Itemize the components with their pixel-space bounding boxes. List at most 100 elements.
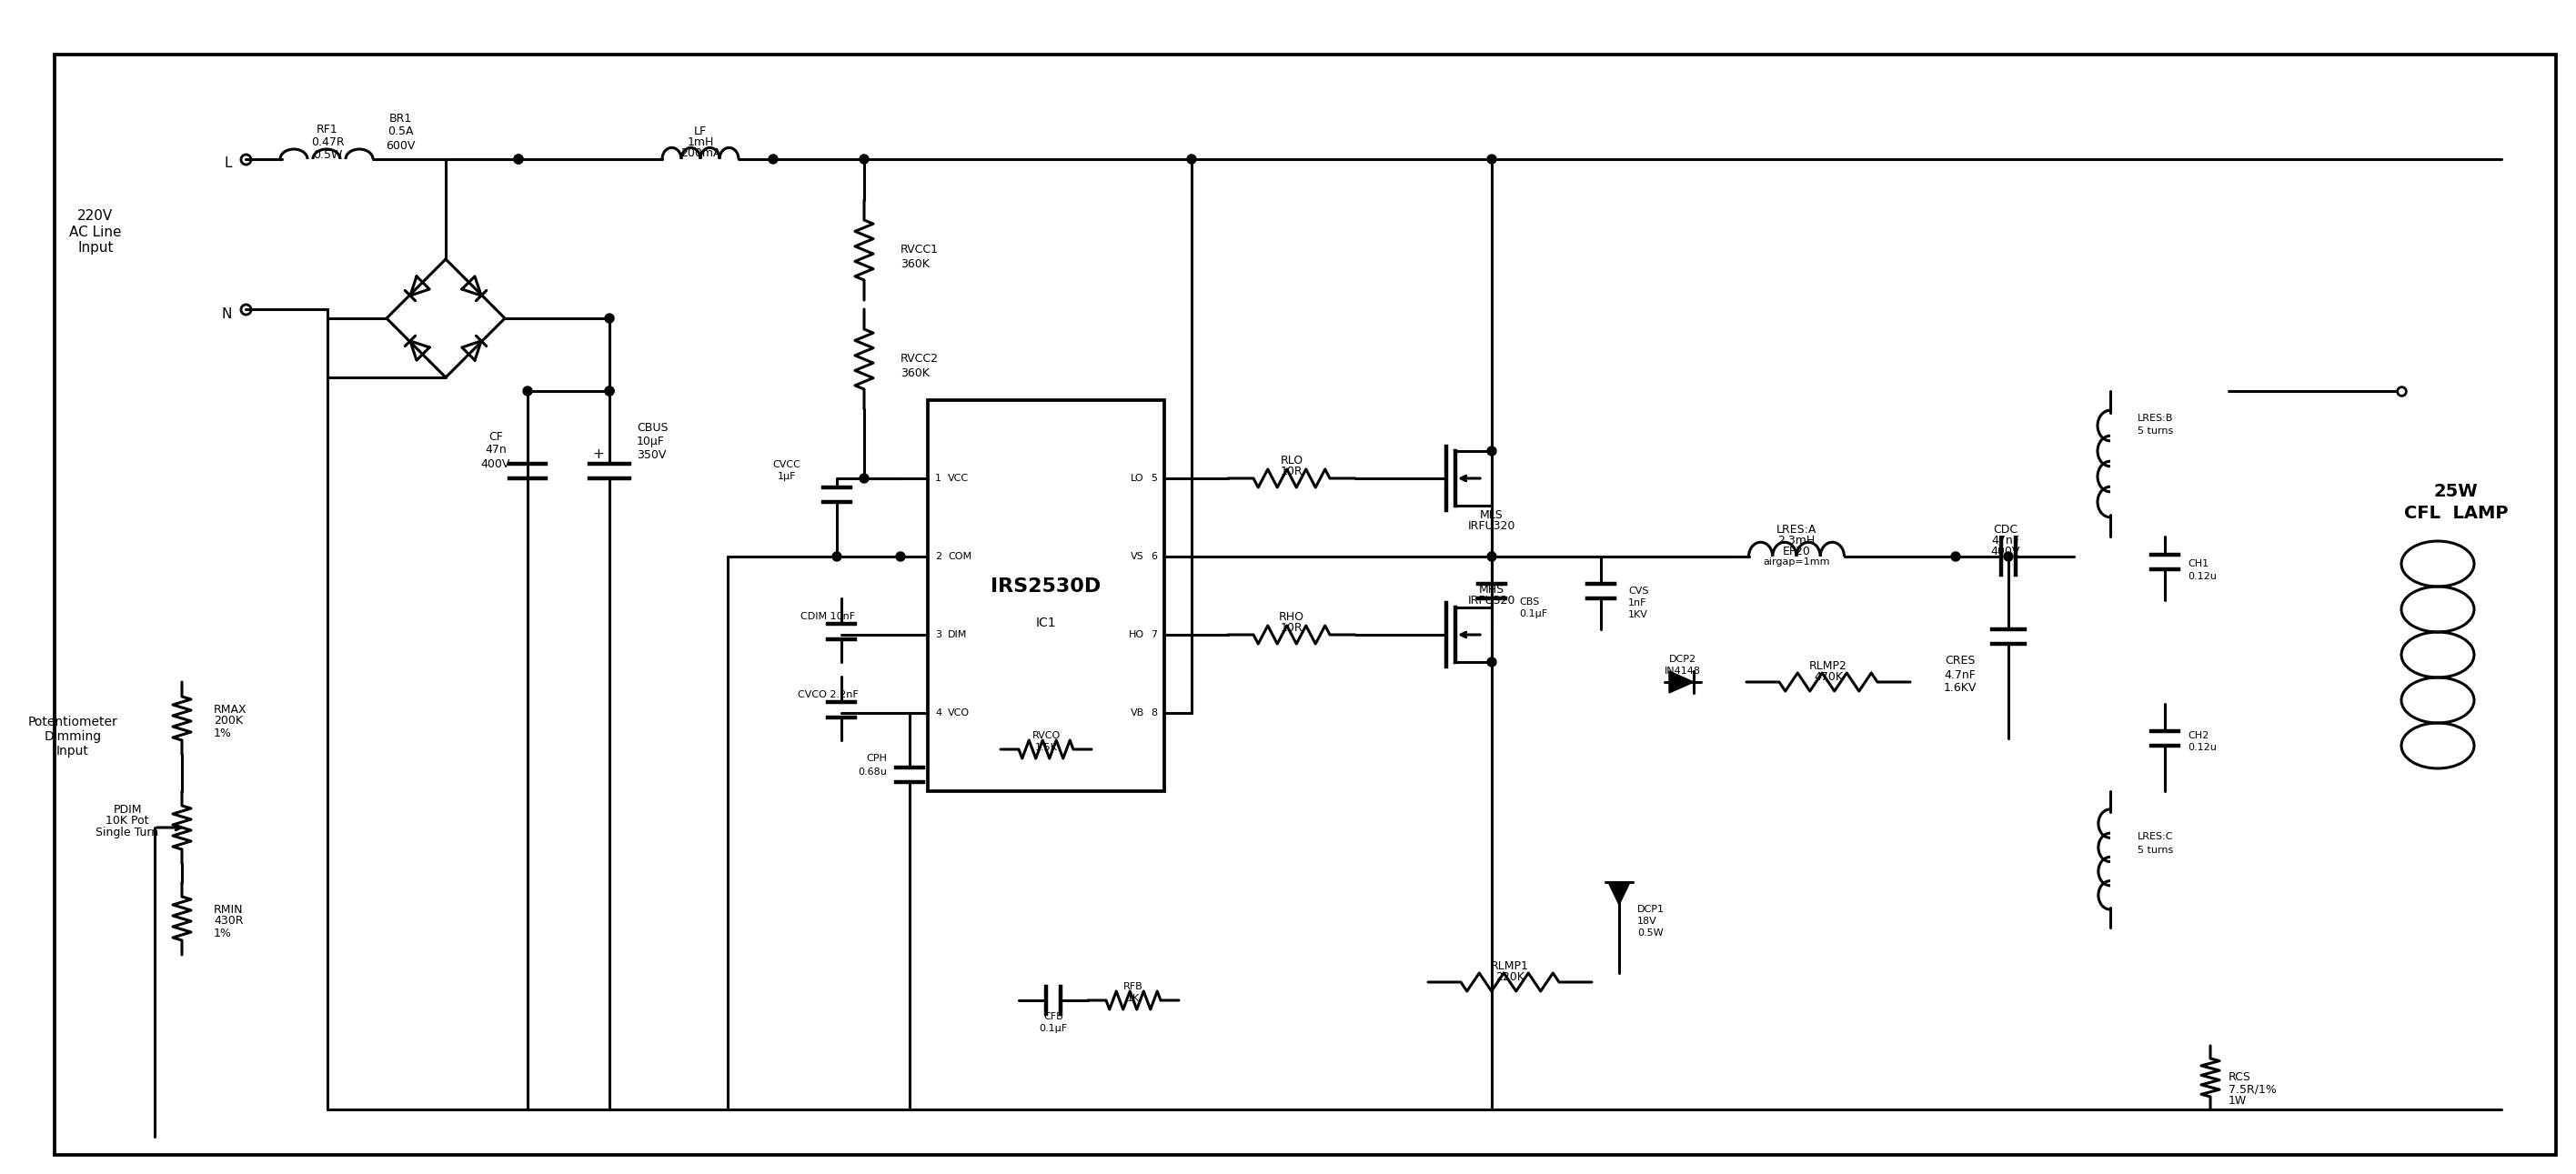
Text: VB: VB: [1131, 708, 1144, 717]
Text: 10µF: 10µF: [636, 436, 665, 447]
Text: LO: LO: [1131, 474, 1144, 483]
Text: 600V: 600V: [386, 140, 415, 151]
Text: 47n: 47n: [484, 444, 507, 456]
Circle shape: [860, 155, 868, 163]
Text: BR1: BR1: [389, 113, 412, 124]
Text: LRES:B: LRES:B: [2138, 413, 2174, 423]
Text: 1mH: 1mH: [688, 137, 714, 149]
Text: 360K: 360K: [902, 258, 930, 270]
Text: DIM: DIM: [948, 630, 966, 640]
Text: VCC: VCC: [948, 474, 969, 483]
Text: 430R: 430R: [214, 916, 242, 927]
Text: CFL  LAMP: CFL LAMP: [2403, 505, 2509, 522]
Text: RHO: RHO: [1278, 610, 1303, 622]
Circle shape: [768, 155, 778, 163]
Circle shape: [832, 552, 842, 561]
Text: IC1: IC1: [1036, 616, 1056, 629]
Text: RCS: RCS: [2228, 1072, 2251, 1084]
Text: 0.47R: 0.47R: [312, 137, 345, 149]
Circle shape: [1950, 552, 1960, 561]
Text: 8: 8: [1151, 708, 1157, 717]
Text: 1K: 1K: [1126, 994, 1139, 1003]
Text: MHS: MHS: [1479, 583, 1504, 595]
Text: 1.6KV: 1.6KV: [1945, 682, 1976, 694]
Text: 0.1µF: 0.1µF: [1038, 1024, 1066, 1033]
Circle shape: [605, 313, 613, 323]
Text: 0.12u: 0.12u: [2187, 572, 2215, 581]
Text: MLS: MLS: [1481, 508, 1504, 520]
Text: 0.5W: 0.5W: [1638, 929, 1664, 938]
Text: LRES:C: LRES:C: [2138, 832, 2174, 841]
Text: CH2: CH2: [2187, 731, 2208, 741]
Text: 10R: 10R: [1280, 465, 1303, 477]
Text: 5 turns: 5 turns: [2138, 845, 2174, 855]
Text: 47nF: 47nF: [1991, 534, 2020, 546]
Text: RLMP2: RLMP2: [1808, 660, 1847, 672]
Text: 360K: 360K: [902, 367, 930, 379]
Text: DCP2: DCP2: [1669, 655, 1698, 663]
Text: IRFU320: IRFU320: [1468, 594, 1515, 606]
Text: 0.12u: 0.12u: [2187, 743, 2215, 753]
Text: COM: COM: [948, 552, 971, 561]
Text: +: +: [592, 447, 605, 461]
Text: CVCC: CVCC: [773, 460, 801, 470]
Text: CPH: CPH: [866, 754, 886, 763]
Text: RVCC2: RVCC2: [902, 353, 938, 365]
Text: 200mA: 200mA: [680, 148, 721, 160]
Text: CH1: CH1: [2187, 559, 2208, 568]
Text: 400V: 400V: [482, 458, 510, 470]
Text: 3: 3: [935, 630, 940, 640]
Text: LF: LF: [693, 126, 706, 137]
Text: CRES: CRES: [1945, 655, 1976, 667]
Text: 1KV: 1KV: [1628, 610, 1649, 619]
Text: 350V: 350V: [636, 448, 667, 460]
Text: 1W: 1W: [2228, 1095, 2246, 1107]
Text: HO: HO: [1128, 630, 1144, 640]
Circle shape: [515, 155, 523, 163]
Text: CDC: CDC: [1994, 524, 2017, 535]
Text: IRFU320: IRFU320: [1468, 520, 1515, 533]
Text: CFB: CFB: [1043, 1012, 1064, 1021]
Text: RMIN: RMIN: [214, 904, 242, 916]
Text: 200K: 200K: [214, 715, 242, 727]
Text: Potentiometer
Dimming
Input: Potentiometer Dimming Input: [28, 715, 118, 757]
Text: 25W: 25W: [2434, 483, 2478, 500]
Text: EF20: EF20: [1783, 545, 1811, 556]
Text: 4.7nF: 4.7nF: [1945, 669, 1976, 681]
Circle shape: [896, 552, 904, 561]
Text: LRES:A: LRES:A: [1777, 524, 1816, 535]
Circle shape: [605, 386, 613, 396]
Text: RVCC1: RVCC1: [902, 244, 938, 256]
Text: 1: 1: [935, 474, 940, 483]
Circle shape: [860, 474, 868, 483]
Text: 400V: 400V: [1991, 545, 2020, 556]
Text: 1%: 1%: [214, 727, 232, 738]
Text: DCP1: DCP1: [1638, 905, 1664, 913]
Circle shape: [523, 386, 533, 396]
Text: RVCO: RVCO: [1033, 731, 1061, 741]
Text: 0.68u: 0.68u: [858, 768, 886, 777]
Text: L: L: [224, 157, 232, 170]
Circle shape: [605, 386, 613, 396]
Circle shape: [1486, 657, 1497, 667]
Text: RF1: RF1: [317, 124, 337, 136]
Text: 1µF: 1µF: [778, 472, 796, 481]
Text: 0.5A: 0.5A: [386, 126, 412, 137]
Text: IRS2530D: IRS2530D: [992, 578, 1100, 595]
Text: 5: 5: [1151, 474, 1157, 483]
Text: 7: 7: [1151, 630, 1157, 640]
Text: 0.5W: 0.5W: [312, 149, 343, 161]
Text: Single Turn: Single Turn: [95, 826, 160, 839]
Text: CF: CF: [489, 431, 502, 443]
Text: RMAX: RMAX: [214, 703, 247, 715]
Text: 4: 4: [935, 708, 943, 717]
Text: PDIM: PDIM: [113, 803, 142, 815]
Text: CBS: CBS: [1520, 598, 1540, 607]
Circle shape: [1486, 155, 1497, 163]
Text: 2.3mH: 2.3mH: [1777, 534, 1816, 546]
Polygon shape: [1607, 882, 1631, 905]
Text: 220V
AC Line
Input: 220V AC Line Input: [70, 209, 121, 255]
Text: 10K Pot: 10K Pot: [106, 815, 149, 826]
Circle shape: [515, 155, 523, 163]
Circle shape: [1486, 552, 1497, 561]
